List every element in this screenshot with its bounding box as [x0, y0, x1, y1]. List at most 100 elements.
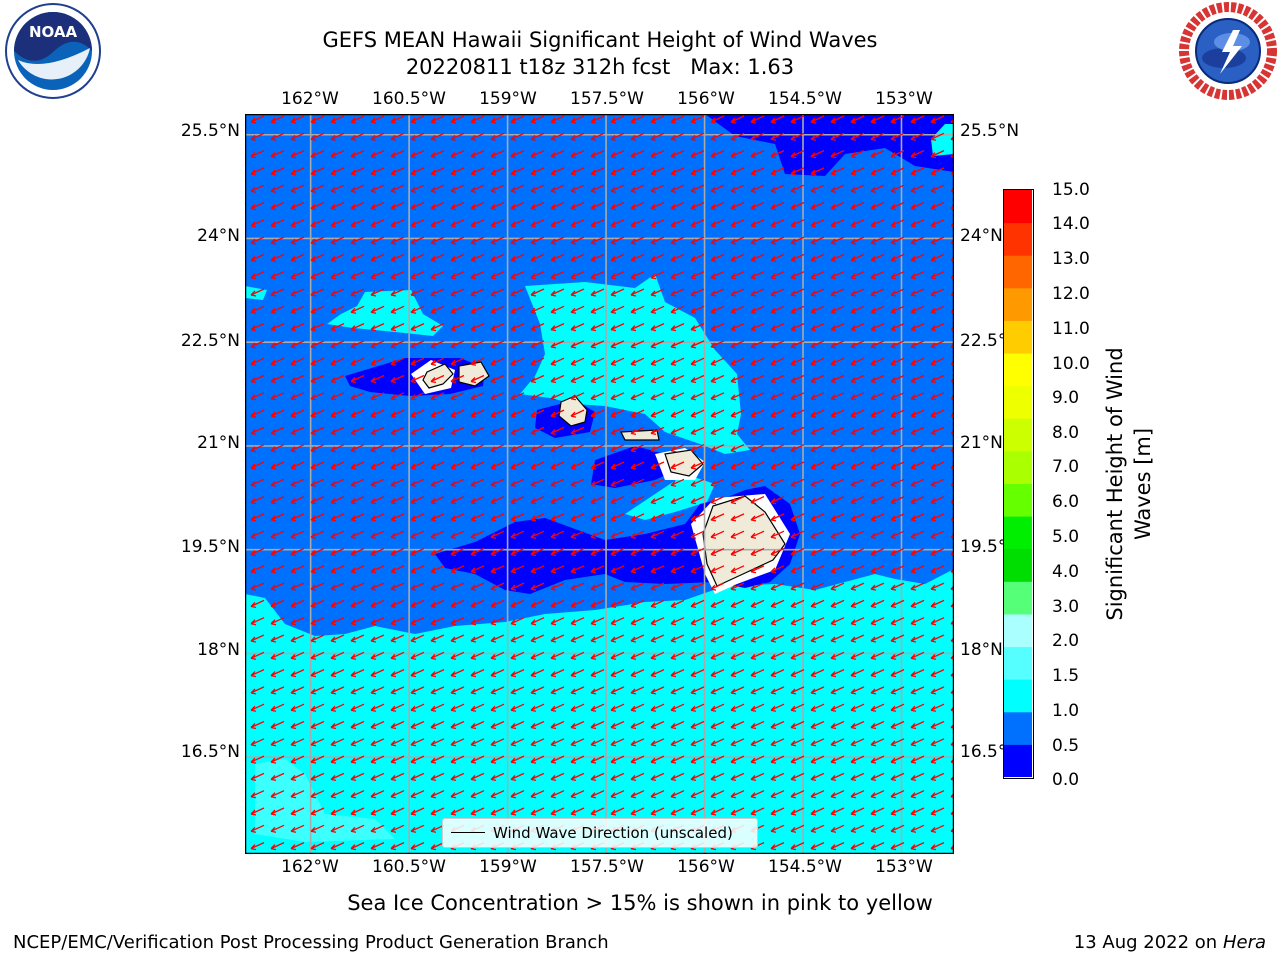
wind-arrow	[610, 755, 625, 764]
wind-arrow	[410, 824, 425, 833]
wind-arrow	[850, 374, 865, 384]
wind-arrow	[790, 790, 805, 799]
wind-arrow	[490, 582, 505, 591]
wind-arrow	[330, 496, 345, 505]
wind-arrow	[350, 461, 365, 470]
wind-arrow	[350, 513, 365, 522]
wind-arrow	[690, 565, 705, 574]
wind-arrow	[770, 253, 785, 263]
wind-arrow	[610, 669, 625, 678]
wind-arrow	[350, 288, 365, 297]
wind-arrow	[790, 426, 805, 436]
wind-arrow	[650, 392, 665, 401]
wind-arrow	[410, 599, 425, 609]
wind-arrow	[410, 150, 425, 159]
wind-arrow	[750, 807, 765, 816]
wind-arrow	[650, 565, 665, 574]
wind-arrow	[270, 565, 285, 574]
wind-arrow	[430, 669, 445, 678]
wind-arrow	[630, 426, 645, 436]
wind-arrow	[870, 582, 885, 591]
wind-arrow	[670, 790, 685, 799]
wind-arrow	[370, 720, 385, 730]
wind-arrow	[290, 651, 305, 660]
wind-arrow	[610, 392, 625, 401]
wind-arrow	[270, 842, 285, 851]
wind-arrow	[550, 530, 565, 539]
wind-arrow	[390, 824, 405, 833]
wind-arrow	[350, 496, 365, 505]
island-niihau	[458, 361, 490, 387]
wind-arrow	[370, 167, 385, 176]
wind-arrow	[850, 271, 865, 280]
wind-arrow	[530, 582, 545, 591]
wind-arrow	[850, 132, 865, 141]
wind-arrow	[590, 703, 605, 712]
wind-arrow	[650, 496, 665, 505]
wind-arrow	[710, 323, 725, 332]
cb-tick-14: 12.0	[1052, 284, 1090, 304]
wind-arrow	[630, 651, 645, 660]
wind-arrow	[350, 790, 365, 799]
lat-label-left-3: 21°N	[197, 433, 240, 453]
wind-arrow	[650, 547, 665, 557]
lon-label-bottom-3: 157.5°W	[570, 857, 644, 877]
wind-arrow	[810, 305, 825, 314]
wind-arrow	[330, 150, 345, 159]
wind-arrow	[610, 703, 625, 712]
wind-arrow	[310, 790, 325, 799]
wind-arrow	[690, 374, 705, 384]
wind-arrow	[710, 807, 725, 816]
wind-arrow	[510, 357, 525, 366]
wind-arrow	[250, 738, 265, 747]
wind-arrow	[790, 150, 805, 159]
wind-arrow	[710, 790, 725, 799]
wind-arrow	[650, 703, 665, 712]
wind-arrow	[570, 167, 585, 176]
wind-arrow	[870, 426, 885, 436]
wind-arrow	[890, 271, 905, 280]
wind-arrow	[410, 547, 425, 557]
wind-arrow	[890, 651, 905, 660]
wind-arrow	[670, 634, 685, 643]
wind-arrow	[310, 374, 325, 384]
wind-arrow	[730, 167, 745, 176]
wind-arrow	[470, 461, 485, 470]
wind-arrow	[490, 530, 505, 539]
wind-arrow	[670, 703, 685, 712]
wind-arrow	[790, 374, 805, 384]
wind-arrow	[350, 634, 365, 643]
wind-arrow	[930, 305, 945, 314]
wind-arrow	[330, 478, 345, 487]
wind-arrow	[390, 807, 405, 816]
wind-arrow	[470, 565, 485, 574]
wind-arrow	[310, 184, 325, 193]
wind-arrow	[350, 755, 365, 764]
wind-arrow	[430, 357, 445, 366]
wind-arrow	[510, 184, 525, 193]
wind-arrow	[450, 686, 465, 695]
wind-arrow	[590, 219, 605, 228]
wind-arrow	[790, 703, 805, 712]
wind-arrow	[890, 565, 905, 574]
wind-arrow	[550, 565, 565, 574]
wind-arrow	[610, 478, 625, 487]
wind-arrow	[590, 444, 605, 453]
wind-arrow	[350, 738, 365, 747]
wind-arrow	[790, 478, 805, 487]
wind-arrow	[830, 184, 845, 193]
wind-arrow	[590, 513, 605, 522]
wind-arrow	[670, 184, 685, 193]
wind-arrow	[470, 340, 485, 349]
wind-arrow	[870, 738, 885, 747]
wind-arrow	[430, 115, 445, 124]
wind-arrow	[270, 738, 285, 747]
wind-arrow	[330, 392, 345, 401]
wind-arrow	[590, 426, 605, 436]
wind-arrow	[870, 392, 885, 401]
wind-arrow	[490, 599, 505, 609]
wind-arrow	[590, 599, 605, 609]
wind-arrow	[910, 617, 925, 626]
noaa-logo: NOAA	[4, 2, 102, 100]
wind-arrow	[430, 444, 445, 453]
